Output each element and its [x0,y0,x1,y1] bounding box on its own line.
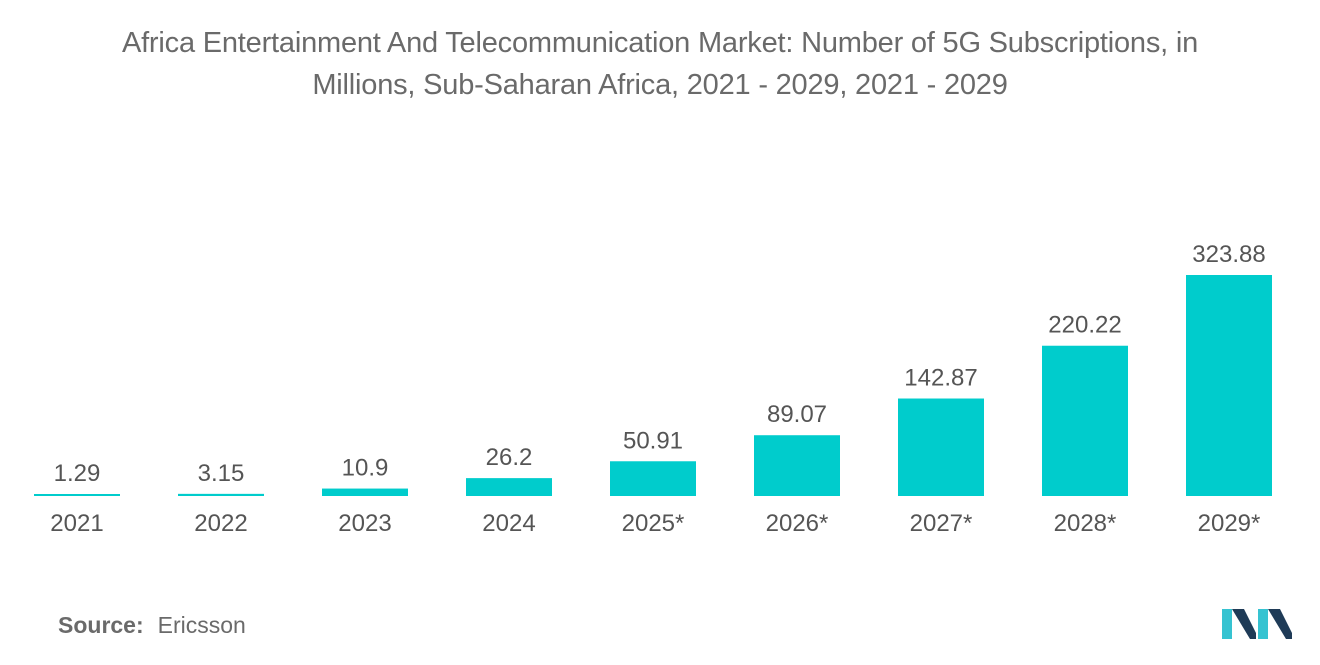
bar-2022 [178,493,264,496]
bar-2029-forecast [1186,275,1272,496]
x-tick-label: 2023 [338,510,391,537]
chart-title-line-2: Millions, Sub-Saharan Africa, 2021 - 202… [312,69,1008,101]
x-tick-label: 2026* [766,510,829,537]
logo-left-diagonal [1232,609,1256,639]
logo-left-stem [1222,609,1232,639]
source-value: Ericsson [157,612,246,638]
chart-title-line-1: Africa Entertainment And Telecommunicati… [121,27,1199,59]
bar-2024 [466,478,552,496]
x-tick-label: 2021 [50,510,103,537]
x-tick-label: 2025* [622,510,685,537]
bar-2023 [322,488,408,496]
bar-2028-forecast [1042,345,1128,496]
x-tick-label: 2027* [910,510,973,537]
bar-2027-forecast [898,398,984,496]
bar-2021 [34,494,120,496]
data-label: 26.2 [486,444,533,471]
data-label: 142.87 [904,365,977,392]
data-label: 323.88 [1192,241,1265,268]
x-tick-label: 2024 [482,510,535,537]
source-label: Source: [58,612,144,638]
logo-right-diagonal [1268,609,1292,639]
data-label: 220.22 [1048,312,1121,339]
bar-2025-forecast [610,461,696,496]
data-label: 3.15 [198,460,245,487]
chart-title: Africa Entertainment And Telecommunicati… [0,22,1320,106]
data-label: 89.07 [767,401,827,428]
mordor-intelligence-logo-icon [1222,609,1292,639]
x-tick-label: 2022 [194,510,247,537]
logo-right-stem [1258,609,1268,639]
data-label: 1.29 [54,460,101,487]
bar-2026-forecast [754,435,840,496]
x-tick-label: 2028* [1054,510,1117,537]
data-label: 50.91 [623,427,683,454]
source-note: Source: Ericsson [58,612,246,639]
x-tick-label: 2029* [1198,510,1261,537]
data-label: 10.9 [342,455,389,482]
